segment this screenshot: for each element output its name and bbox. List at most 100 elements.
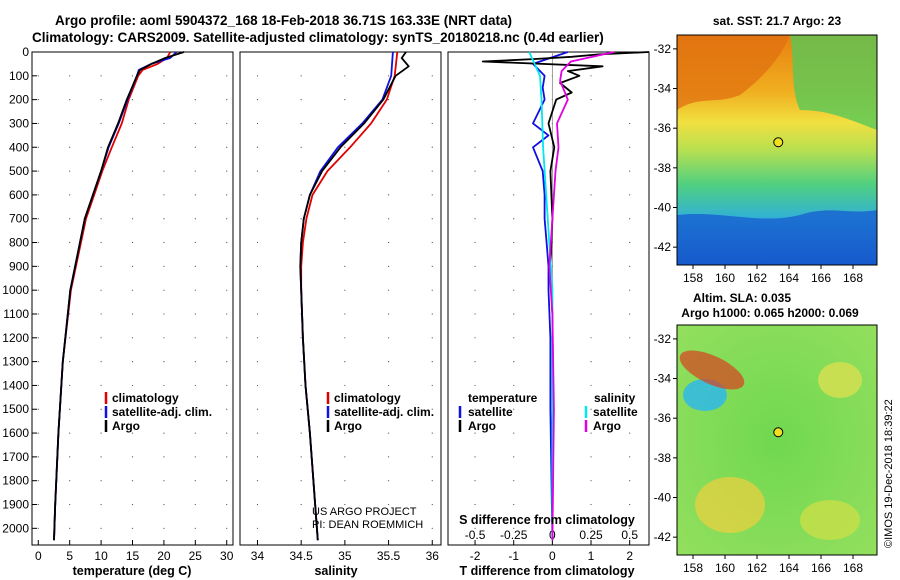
grid-dot — [590, 289, 592, 291]
y-tick-label: 1700 — [2, 450, 29, 464]
grid-dot — [387, 527, 390, 529]
y-tick-label: 400 — [9, 140, 29, 154]
temperature-legend: climatology satellite-adj. clim. Argo — [104, 391, 212, 433]
grid-dot — [431, 194, 433, 196]
grid-dot — [629, 99, 631, 101]
grid-dot — [163, 456, 165, 458]
grid-dot — [431, 75, 433, 77]
grid-dot — [387, 218, 390, 220]
legend-label-argo: Argo — [112, 419, 140, 433]
grid-dot — [344, 503, 346, 506]
grid-dot — [226, 408, 228, 410]
grid-dot — [226, 122, 228, 125]
grid-dot — [37, 289, 39, 291]
grid-dot — [387, 432, 390, 434]
grid-dot — [513, 194, 515, 196]
grid-dot — [194, 384, 196, 387]
grid-dot — [629, 218, 631, 220]
grid-dot — [344, 337, 346, 339]
project-annotation-2: PI: DEAN ROEMMICH — [312, 519, 423, 531]
grid-dot — [431, 337, 433, 339]
grid-dot — [474, 146, 476, 148]
grid-dot — [474, 361, 476, 363]
map-x-tick-label: 164 — [779, 271, 799, 285]
grid-dot — [629, 241, 631, 244]
grid-dot — [100, 146, 102, 148]
sst-cool-patch — [677, 210, 877, 265]
grid-dot — [300, 122, 302, 125]
map-x-tick-label: 160 — [715, 271, 735, 285]
grid-dot — [256, 313, 259, 315]
grid-dot — [163, 384, 165, 387]
grid-dot — [300, 170, 302, 172]
grid-dot — [226, 480, 228, 482]
grid-dot — [131, 384, 134, 387]
grid-dot — [194, 313, 196, 315]
grid-dot — [474, 99, 476, 101]
grid-dot — [256, 432, 259, 434]
grid-dot — [163, 241, 165, 244]
grid-dot — [163, 480, 165, 482]
grid-dot — [300, 361, 302, 363]
grid-dot — [256, 337, 259, 339]
top-tick-label: 0.5 — [621, 528, 638, 542]
grid-dot — [37, 408, 39, 410]
grid-dot — [629, 146, 631, 148]
grid-dot — [590, 527, 592, 529]
grid-dot — [590, 313, 592, 315]
grid-dot — [69, 241, 71, 244]
y-tick-label: 1800 — [2, 474, 29, 488]
grid-dot — [387, 122, 390, 125]
grid-dot — [387, 408, 390, 410]
lines-layer — [53, 51, 650, 541]
grid-dot — [226, 218, 228, 220]
grid-dot — [69, 480, 71, 482]
grid-dot — [590, 503, 592, 506]
grid-dot — [69, 218, 71, 220]
grid-dot — [37, 384, 39, 387]
grid-dot — [629, 122, 631, 125]
grid-dot — [37, 218, 39, 220]
grid-dot — [100, 218, 102, 220]
grid-dot — [256, 384, 259, 387]
difference-legend: temperature satellite Argo salinity sate… — [458, 391, 638, 433]
grid-dot — [629, 194, 631, 196]
grid-dot — [474, 194, 476, 196]
grid-dot — [37, 527, 39, 529]
grid-dot — [100, 456, 102, 458]
y-tick-label: 1200 — [2, 331, 29, 345]
salinity-legend: climatology satellite-adj. clim. Argo — [326, 391, 434, 433]
grid-dot — [131, 337, 134, 339]
grid-dot — [629, 384, 631, 387]
grid-dot — [431, 432, 433, 434]
grid-dot — [100, 527, 102, 529]
grid-dot — [474, 289, 476, 291]
grid-dot — [256, 241, 259, 244]
x-tick-label: 34.5 — [289, 549, 313, 563]
temperature-panel — [31, 51, 234, 546]
grid-dot — [344, 265, 346, 267]
grid-dot — [100, 384, 102, 387]
grid-dot — [163, 337, 165, 339]
legend-label-climatology: climatology — [334, 391, 401, 405]
map-y-tick-label: -38 — [654, 161, 672, 175]
grid-dot — [344, 313, 346, 315]
grid-dot — [226, 456, 228, 458]
grid-dot — [590, 384, 592, 387]
map-y-tick-label: -36 — [654, 411, 672, 425]
grid-dot — [37, 361, 39, 363]
legend-label-temp-satellite: satellite — [468, 405, 513, 419]
grid-dot — [163, 194, 165, 196]
grid-dot — [387, 313, 390, 315]
grid-dot — [344, 527, 346, 529]
y-tick-label: 300 — [9, 116, 29, 130]
grid-dot — [69, 432, 71, 434]
grid-dot — [69, 384, 71, 387]
grid-dot — [194, 265, 196, 267]
grid-dot — [629, 456, 631, 458]
map-y-tick-label: -42 — [654, 240, 672, 254]
grid-dot — [163, 170, 165, 172]
x-tick-label: 1 — [588, 549, 595, 563]
grid-dot — [300, 527, 302, 529]
sla-axes: 158 160 162 164 166 168 -32 -34 -36 -38 -40 -42 — [654, 332, 864, 575]
